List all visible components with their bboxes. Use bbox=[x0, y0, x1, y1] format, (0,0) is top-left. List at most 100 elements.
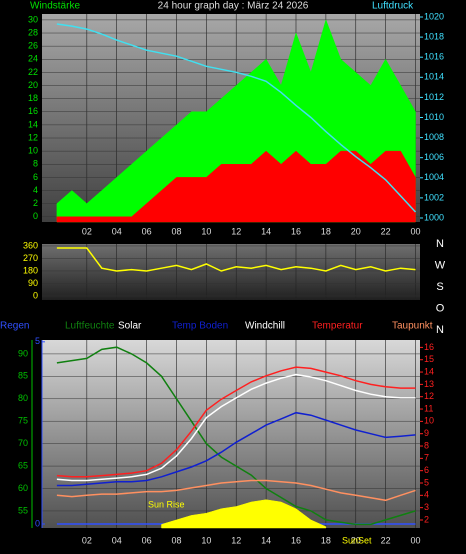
plot-bg bbox=[42, 244, 420, 300]
x-tick-label: 16 bbox=[291, 535, 301, 545]
y-tick-label: 15 bbox=[424, 354, 434, 364]
x-tick-label: 00 bbox=[411, 226, 421, 236]
compass-label: N bbox=[436, 238, 444, 250]
series-line bbox=[56, 411, 416, 487]
y-tick-label: 180 bbox=[23, 265, 38, 275]
x-tick-label: 00 bbox=[411, 535, 421, 545]
y-tick-label: 2 bbox=[33, 198, 38, 208]
y-tick-label: 80 bbox=[18, 393, 28, 403]
x-tick-label: 08 bbox=[171, 226, 181, 236]
y-tick-label: 0 bbox=[33, 290, 38, 300]
x-tick-label: 06 bbox=[142, 535, 152, 545]
y-tick-label: 10 bbox=[28, 146, 38, 156]
y-tick-label: 12 bbox=[424, 391, 434, 401]
y-tick-label: 270 bbox=[23, 253, 38, 263]
series-line bbox=[56, 479, 416, 502]
y-tick-label: 3 bbox=[424, 502, 429, 512]
x-tick-label: 16 bbox=[291, 226, 301, 236]
y-tick-label: 90 bbox=[28, 278, 38, 288]
legend-entry: Temp Boden bbox=[172, 321, 228, 332]
y-tick-label: 1018 bbox=[424, 31, 444, 41]
y-tick-label: 22 bbox=[28, 67, 38, 77]
y-tick-label: 12 bbox=[28, 132, 38, 142]
x-tick-label: 18 bbox=[321, 535, 331, 545]
y-tick-label: 7 bbox=[424, 453, 429, 463]
x-tick-label: 04 bbox=[112, 535, 122, 545]
y-tick-label: 4 bbox=[424, 490, 429, 500]
x-tick-label: 06 bbox=[142, 226, 152, 236]
plot-bg bbox=[42, 340, 420, 528]
y-tick-label: 70 bbox=[18, 438, 28, 448]
y-tick-label: 24 bbox=[28, 54, 38, 64]
x-tick-label: 04 bbox=[112, 226, 122, 236]
y-tick-label: 85 bbox=[18, 371, 28, 381]
y-tick-label: 1004 bbox=[424, 172, 444, 182]
x-tick-label: 08 bbox=[171, 535, 181, 545]
annotation: SunSet bbox=[342, 535, 372, 545]
compass-label: S bbox=[436, 281, 443, 293]
legend-entry: Temperatur bbox=[312, 321, 363, 332]
legend-entry: Luftfeuchte bbox=[65, 321, 115, 332]
x-tick-label: 20 bbox=[351, 535, 361, 545]
x-tick-label: 02 bbox=[82, 535, 92, 545]
series-line bbox=[56, 366, 416, 478]
y-tick-label: 9 bbox=[424, 428, 429, 438]
legend-entry: Solar bbox=[118, 321, 142, 332]
y-tick-label: 1008 bbox=[424, 132, 444, 142]
legend-entry: Windchill bbox=[245, 321, 285, 332]
y2-axis-label: Luftdruck bbox=[372, 1, 414, 12]
y-tick-label: 1016 bbox=[424, 52, 444, 62]
series-line bbox=[56, 247, 416, 272]
series-area bbox=[161, 499, 327, 529]
y-tick-label: 5 bbox=[35, 336, 40, 346]
y-tick-label: 8 bbox=[33, 159, 38, 169]
y-tick-label: 1014 bbox=[424, 72, 444, 82]
compass-label: W bbox=[435, 259, 446, 271]
x-tick-label: 10 bbox=[201, 226, 211, 236]
y-tick-label: 30 bbox=[28, 14, 38, 24]
series-line bbox=[56, 373, 416, 482]
y-tick-label: 6 bbox=[33, 172, 38, 182]
legend-entry: Taupunkt bbox=[392, 321, 433, 332]
y-tick-label: 2 bbox=[424, 514, 429, 524]
y-tick-label: 75 bbox=[18, 416, 28, 426]
y-tick-label: 5 bbox=[424, 477, 429, 487]
x-tick-label: 22 bbox=[381, 226, 391, 236]
series-line bbox=[56, 23, 417, 213]
y-tick-label: 20 bbox=[28, 80, 38, 90]
y-tick-label: 6 bbox=[424, 465, 429, 475]
y-tick-label: 1012 bbox=[424, 92, 444, 102]
y-tick-label: 26 bbox=[28, 41, 38, 51]
legend-entry: Regen bbox=[0, 321, 29, 332]
y-tick-label: 65 bbox=[18, 460, 28, 470]
x-tick-label: 22 bbox=[381, 535, 391, 545]
series-line bbox=[56, 346, 416, 526]
y-tick-label: 1002 bbox=[424, 192, 444, 202]
y-tick-label: 1000 bbox=[424, 212, 444, 222]
y-tick-label: 18 bbox=[28, 93, 38, 103]
y-tick-label: 90 bbox=[18, 348, 28, 358]
y-tick-label: 0 bbox=[33, 211, 38, 221]
x-tick-label: 20 bbox=[351, 226, 361, 236]
y-tick-label: 1020 bbox=[424, 11, 444, 21]
y-tick-label: 1006 bbox=[424, 152, 444, 162]
y-tick-label: 360 bbox=[23, 240, 38, 250]
annotation: Sun Rise bbox=[148, 499, 185, 509]
x-tick-label: 02 bbox=[82, 226, 92, 236]
compass-label: N bbox=[436, 324, 444, 336]
compass-label: O bbox=[436, 302, 445, 314]
x-tick-label: 14 bbox=[261, 535, 271, 545]
y-tick-label: 4 bbox=[33, 185, 38, 195]
x-tick-label: 10 bbox=[201, 535, 211, 545]
y-tick-label: 13 bbox=[424, 379, 434, 389]
y-tick-label: 28 bbox=[28, 27, 38, 37]
y-tick-label: 0 bbox=[35, 518, 40, 528]
x-tick-label: 12 bbox=[231, 535, 241, 545]
y-tick-label: 55 bbox=[18, 505, 28, 515]
y-tick-label: 1010 bbox=[424, 112, 444, 122]
x-tick-label: 14 bbox=[261, 226, 271, 236]
y-tick-label: 11 bbox=[424, 403, 433, 413]
y-tick-label: 8 bbox=[424, 440, 429, 450]
y-tick-label: 14 bbox=[28, 119, 38, 129]
